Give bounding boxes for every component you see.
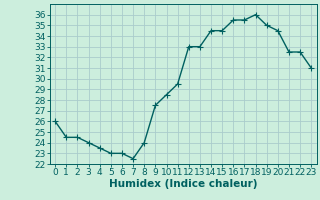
X-axis label: Humidex (Indice chaleur): Humidex (Indice chaleur) [109,179,258,189]
